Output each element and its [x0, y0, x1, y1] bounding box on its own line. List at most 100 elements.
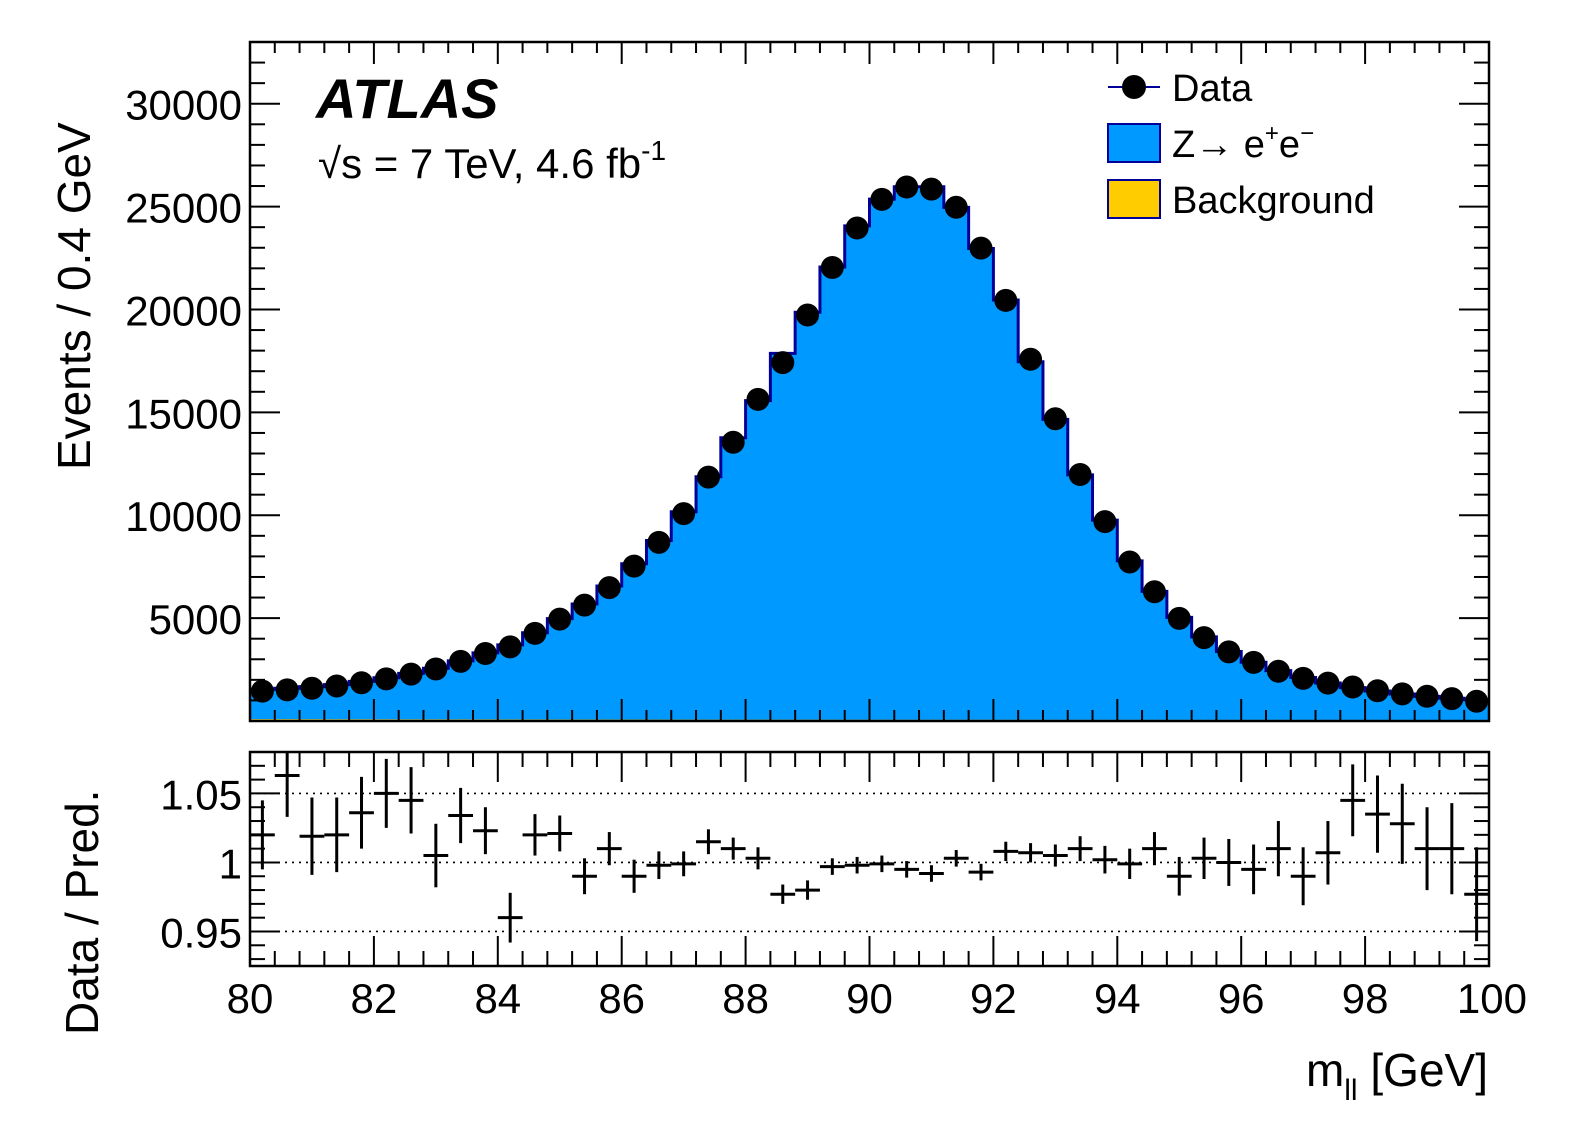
x-tick-label: 88	[722, 975, 769, 1022]
ratio-point	[1216, 838, 1242, 886]
legend-signal-sup1: +	[1265, 120, 1279, 147]
x-tick-label: 82	[351, 975, 398, 1022]
ratio-point	[1439, 803, 1465, 895]
legend-signal-mid: e	[1279, 124, 1300, 166]
ratio-point	[1092, 845, 1118, 874]
ratio-point	[943, 850, 969, 867]
data-point	[1365, 679, 1389, 703]
ratio-y-tick-label: 0.95	[160, 909, 242, 956]
x-tick-label: 92	[970, 975, 1017, 1022]
signal-bin	[1191, 636, 1218, 720]
data-point	[771, 351, 795, 375]
data-point	[597, 576, 621, 600]
signal-bin	[547, 618, 573, 720]
ratio-point	[373, 758, 399, 828]
data-point	[399, 662, 423, 686]
signal-bin	[1166, 617, 1193, 720]
ratio-point	[671, 851, 697, 877]
x-tick-label: 94	[1094, 975, 1141, 1022]
main-y-tick-labels: 5000 10000 15000 20000 25000 30000	[125, 82, 242, 643]
signal-bin	[770, 353, 796, 720]
ratio-point	[646, 851, 672, 880]
data-point	[1068, 463, 1092, 487]
data-point	[1093, 510, 1117, 534]
signal-bin	[522, 632, 548, 720]
y-tick-label: 30000	[125, 82, 242, 129]
legend-entry-data: Data	[1108, 68, 1253, 110]
signal-bin	[671, 511, 697, 720]
data-point	[1192, 626, 1216, 650]
energy-text: s = 7 TeV, 4.6 fb	[341, 140, 641, 187]
signal-bin	[943, 207, 970, 720]
ratio-point	[398, 767, 424, 834]
ratio-point	[968, 863, 994, 881]
y-tick-label: 25000	[125, 185, 242, 232]
ratio-point	[770, 884, 796, 904]
legend: Data Z→ e+e− Background	[1107, 68, 1375, 222]
data-point	[1415, 684, 1439, 708]
ratio-point	[1389, 783, 1415, 864]
data-point	[1390, 682, 1414, 706]
ratio-point	[596, 832, 622, 866]
signal-bin	[745, 400, 771, 720]
data-point	[350, 671, 374, 695]
data-point	[1242, 650, 1266, 674]
main-y-axis-title: Events / 0.4 GeV	[48, 122, 100, 470]
ratio-point	[572, 858, 597, 895]
data-point	[1019, 347, 1043, 371]
ratio-point	[720, 837, 746, 860]
y-tick-label: 20000	[125, 287, 242, 334]
sqrt-symbol: √	[318, 140, 342, 187]
y-tick-label: 15000	[125, 390, 242, 437]
ratio-point	[844, 856, 870, 874]
ratio-point	[1117, 848, 1143, 880]
ratio-point	[1042, 844, 1068, 867]
data-point	[449, 649, 473, 673]
ratio-points	[250, 752, 1489, 943]
ratio-point	[1315, 821, 1341, 885]
x-tick-label: 84	[474, 975, 521, 1022]
data-point	[919, 177, 943, 201]
ratio-y-tick-label: 1	[219, 840, 242, 887]
signal-bin	[720, 437, 747, 720]
legend-data-label: Data	[1172, 68, 1253, 110]
data-point	[994, 288, 1018, 312]
data-point	[672, 502, 696, 526]
data-point	[969, 236, 993, 260]
signal-bin	[819, 266, 846, 720]
ratio-point	[1340, 764, 1366, 837]
x-tick-label: 86	[598, 975, 645, 1022]
data-point	[746, 387, 770, 411]
signal-bin	[696, 476, 722, 720]
ratio-point	[919, 865, 944, 882]
data-point	[721, 430, 745, 454]
data-point	[1291, 666, 1315, 690]
ratio-point	[1290, 847, 1316, 906]
data-point	[696, 465, 720, 489]
ratio-point	[497, 892, 523, 943]
x-tick-label: 98	[1342, 975, 1389, 1022]
ratio-point	[696, 829, 721, 855]
data-point	[1341, 675, 1365, 699]
signal-bin	[844, 225, 871, 720]
data-point	[1217, 640, 1241, 664]
y-tick-label: 5000	[149, 596, 242, 643]
energy-lumi-label: √s = 7 TeV, 4.6 fb-1	[318, 135, 666, 187]
x-tick-label: 96	[1218, 975, 1265, 1022]
ratio-point	[819, 858, 845, 875]
signal-bin	[1018, 361, 1044, 720]
signal-bin	[596, 585, 623, 720]
ratio-point	[547, 815, 573, 852]
signal-bin	[1067, 474, 1094, 720]
data-point	[250, 679, 274, 703]
ratio-point	[1067, 836, 1093, 862]
ratio-point	[274, 752, 300, 817]
ratio-point	[349, 776, 374, 849]
lumi-exponent: -1	[641, 135, 666, 166]
ratio-point	[1166, 856, 1192, 896]
data-point	[473, 642, 497, 666]
data-point	[1440, 687, 1464, 711]
ratio-point	[522, 814, 548, 856]
data-point	[275, 678, 299, 702]
